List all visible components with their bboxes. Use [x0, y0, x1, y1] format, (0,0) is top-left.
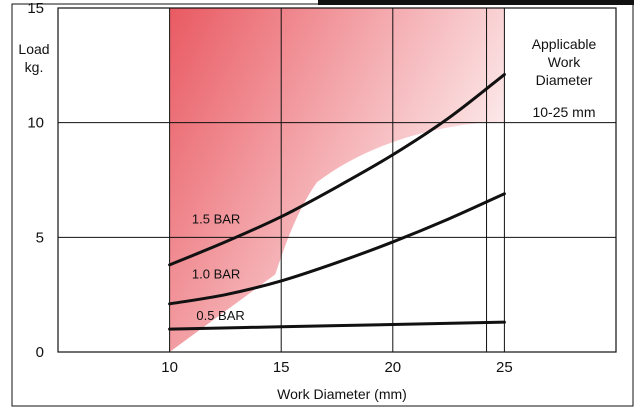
y-axis-label-line-1: Load [18, 41, 49, 57]
y-tick-label: 15 [27, 0, 44, 17]
curve-line [168, 73, 506, 267]
applicable-note-line-3: Diameter [536, 72, 593, 88]
tick-labels: 10 15 20 25 0 5 10 15 [27, 0, 512, 376]
curve-line [168, 192, 506, 306]
curve-label: 1.0 BAR [192, 267, 240, 282]
x-tick-label: 20 [384, 359, 401, 376]
curve-labels: 1.5 BAR 1.0 BAR 0.5 BAR [192, 212, 245, 323]
gridlines [58, 8, 616, 352]
header-strip [318, 0, 634, 5]
applicable-note-line-1: Applicable [532, 36, 597, 52]
y-tick-label: 5 [36, 229, 44, 246]
plot-frame [57, 7, 617, 353]
applicable-note-line-2: Work [548, 54, 581, 70]
y-axis-label-line-2: kg. [25, 59, 44, 75]
y-tick-label: 10 [27, 115, 44, 132]
x-axis-label: Work Diameter (mm) [277, 386, 407, 402]
x-tick-label: 10 [161, 359, 178, 376]
figure-border [11, 3, 634, 407]
x-tick-label: 25 [496, 359, 513, 376]
curve-label: 0.5 BAR [196, 308, 244, 323]
y-tick-label: 0 [36, 344, 44, 361]
curve-line [168, 320, 506, 331]
applicable-range-label: 10-25 mm [532, 104, 595, 120]
curve-label: 1.5 BAR [192, 212, 240, 227]
curves [168, 73, 506, 331]
x-tick-label: 15 [273, 359, 290, 376]
